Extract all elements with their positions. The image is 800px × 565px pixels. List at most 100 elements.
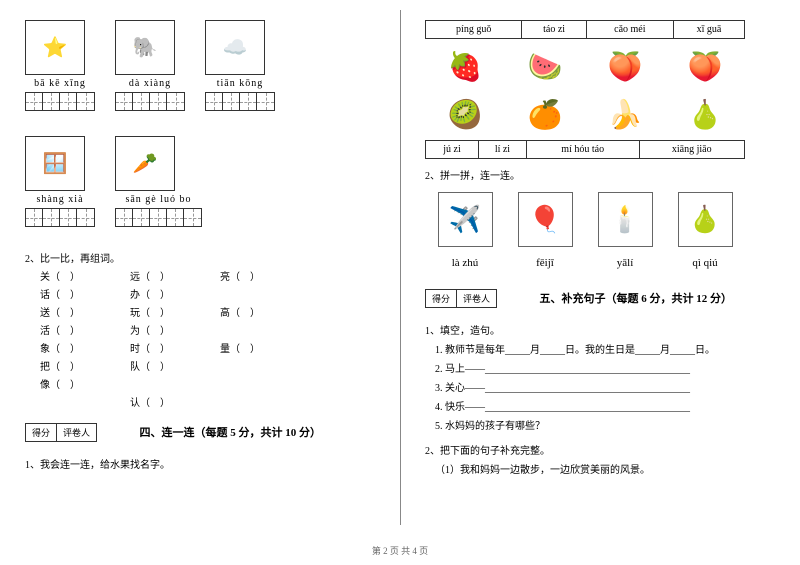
fill-line: 3. 关心——_________________________________… bbox=[435, 379, 775, 398]
pinyin-label: dà xiàng bbox=[115, 78, 185, 89]
writing-cell bbox=[26, 209, 43, 226]
fill-line: 4. 快乐——_________________________________… bbox=[435, 398, 775, 417]
picture-box: 🐘 bbox=[115, 20, 175, 75]
score-label: 得分 bbox=[26, 424, 57, 441]
word-pair: 量（ ） bbox=[220, 341, 310, 359]
section-4-title: 四、连一连（每题 5 分，共计 10 分） bbox=[140, 424, 322, 440]
match-label: là zhú bbox=[430, 257, 500, 269]
pinyin-cell: jú zi bbox=[426, 141, 479, 159]
question-2-title: 2、比一比，再组词。 bbox=[25, 250, 375, 265]
fruit-icon: 🍓 bbox=[435, 44, 495, 89]
word-pair: 关（ ） bbox=[40, 269, 130, 287]
exercise-item: 🐘 dà xiàng bbox=[115, 20, 185, 111]
writing-cell bbox=[206, 93, 223, 110]
writing-cell bbox=[133, 209, 150, 226]
writing-cell bbox=[240, 93, 257, 110]
writing-cell bbox=[257, 93, 274, 110]
word-pair: 亮（ ） bbox=[220, 269, 310, 287]
match-labels: là zhú fēijī yālí qì qiú bbox=[425, 257, 745, 269]
picture-box: 🥕 bbox=[115, 136, 175, 191]
fruit-row-2: 🥝🍊🍌🍐 bbox=[425, 92, 745, 137]
score-label: 得分 bbox=[426, 290, 457, 307]
word-pair-grid: 关（ ）远（ ）亮（ ） 话（ ）办（ ）送（ ）玩（ ）高（ ） 活（ ）为（ ）… bbox=[40, 269, 375, 413]
word-pair: 办（ ） bbox=[130, 287, 220, 305]
left-column: ⭐ bā kē xīng 🐘 dà xiàng ☁️ tiān kōng 🪟shàng x… bbox=[0, 0, 400, 565]
word-row: 关（ ）远（ ）亮（ ） 话（ ）办（ ） bbox=[40, 269, 375, 305]
word-pair: 远（ ） bbox=[130, 269, 220, 287]
writing-cell bbox=[60, 93, 77, 110]
fill-line: 2. 马上——_________________________________… bbox=[435, 360, 775, 379]
writing-cell bbox=[150, 93, 167, 110]
fruit-icon: 🍑 bbox=[595, 44, 655, 89]
word-row: 像（ ）认（ ） bbox=[40, 377, 375, 413]
question-2b-line: （1）我和妈妈一边散步，一边欣赏美丽的风景。 bbox=[435, 461, 775, 480]
writing-cell bbox=[60, 209, 77, 226]
word-pair: 像（ ） bbox=[40, 377, 130, 395]
writing-cell bbox=[167, 93, 184, 110]
exercise-item: 🪟shàng xià bbox=[25, 136, 95, 227]
exercise-item: ⭐ bā kē xīng bbox=[25, 20, 95, 111]
question-2-match: 2、拼一拼，连一连。 bbox=[425, 167, 775, 182]
word-pair: 玩（ ） bbox=[130, 305, 220, 323]
writing-cell bbox=[77, 93, 94, 110]
writing-cell bbox=[223, 93, 240, 110]
fruit-icon: 🍊 bbox=[515, 92, 575, 137]
fill-blanks: 1. 教师节是每年_____月_____日。我的生日是_____月_____日。… bbox=[435, 341, 775, 436]
match-image: ✈️ bbox=[438, 192, 493, 247]
exercise-item: 🥕 sān gè luó bo bbox=[115, 136, 202, 227]
match-label: fēijī bbox=[510, 257, 580, 269]
word-row: 象（ ）时（ ）量（ ）把（ ）队（ ） bbox=[40, 341, 375, 377]
pinyin-table-bottom: jú zilí zimí hóu táoxiāng jiāo bbox=[425, 140, 745, 159]
question-1: 1、我会连一连，给水果找名字。 bbox=[25, 456, 375, 471]
word-pair: 活（ ） bbox=[40, 323, 130, 341]
writing-cell bbox=[43, 209, 60, 226]
section-5-title: 五、补充句子（每题 6 分，共计 12 分） bbox=[540, 290, 733, 306]
fruit-row-1: 🍓🍉🍑🍑 bbox=[425, 44, 745, 89]
question-2b: 2、把下面的句子补充完整。 bbox=[425, 442, 775, 457]
page-footer: 第 2 页 共 4 页 bbox=[0, 544, 800, 557]
writing-cell bbox=[77, 209, 94, 226]
fruit-icon: 🍐 bbox=[675, 92, 735, 137]
exercise-item: ☁️ tiān kōng bbox=[205, 20, 275, 111]
fill-line: 1. 教师节是每年_____月_____日。我的生日是_____月_____日。 bbox=[435, 341, 775, 360]
pinyin-label: sān gè luó bo bbox=[115, 194, 202, 205]
match-label: yālí bbox=[590, 257, 660, 269]
right-column: píng guǒtáo zicǎo méixī guā 🍓🍉🍑🍑 🥝🍊🍌🍐 jú… bbox=[400, 0, 800, 565]
word-pair: 话（ ） bbox=[40, 287, 130, 305]
writing-cell bbox=[167, 209, 184, 226]
writing-cell bbox=[150, 209, 167, 226]
writing-grid bbox=[25, 208, 95, 227]
exercise-row-1: ⭐ bā kē xīng 🐘 dà xiàng ☁️ tiān kōng bbox=[25, 20, 375, 126]
exercise-row-2: 🪟shàng xià 🥕 sān gè luó bo bbox=[25, 136, 375, 242]
pinyin-label: bā kē xīng bbox=[25, 78, 95, 89]
writing-cell bbox=[43, 93, 60, 110]
word-pair: 送（ ） bbox=[40, 305, 130, 323]
fruit-icon: 🍌 bbox=[595, 92, 655, 137]
fruit-icon: 🍑 bbox=[675, 44, 735, 89]
pinyin-cell: xiāng jiāo bbox=[639, 141, 744, 159]
match-image: 🎈 bbox=[518, 192, 573, 247]
pinyin-label: tiān kōng bbox=[205, 78, 275, 89]
match-image: 🕯️ bbox=[598, 192, 653, 247]
word-pair: 认（ ） bbox=[130, 395, 220, 413]
pinyin-table-top: píng guǒtáo zicǎo méixī guā bbox=[425, 20, 745, 39]
match-image: 🍐 bbox=[678, 192, 733, 247]
writing-cell bbox=[116, 93, 133, 110]
picture-box: ☁️ bbox=[205, 20, 265, 75]
word-pair: 为（ ） bbox=[130, 323, 220, 341]
fill-title: 1、填空，造句。 bbox=[425, 322, 775, 337]
pinyin-cell: lí zi bbox=[479, 141, 527, 159]
fill-line: 5. 水妈妈的孩子有哪些？ bbox=[435, 417, 775, 436]
match-label: qì qiú bbox=[670, 257, 740, 269]
picture-box: ⭐ bbox=[25, 20, 85, 75]
pinyin-cell: píng guǒ bbox=[426, 21, 522, 39]
writing-grid bbox=[25, 92, 95, 111]
writing-grid bbox=[205, 92, 275, 111]
grader-label: 评卷人 bbox=[457, 290, 496, 307]
word-pair: 队（ ） bbox=[130, 359, 220, 377]
pinyin-cell: mí hóu táo bbox=[526, 141, 639, 159]
pinyin-cell: cǎo méi bbox=[586, 21, 673, 39]
pinyin-label: shàng xià bbox=[25, 194, 95, 205]
match-images: ✈️ 🎈 🕯️ 🍐 bbox=[425, 192, 745, 247]
word-pair: 高（ ） bbox=[220, 305, 310, 323]
